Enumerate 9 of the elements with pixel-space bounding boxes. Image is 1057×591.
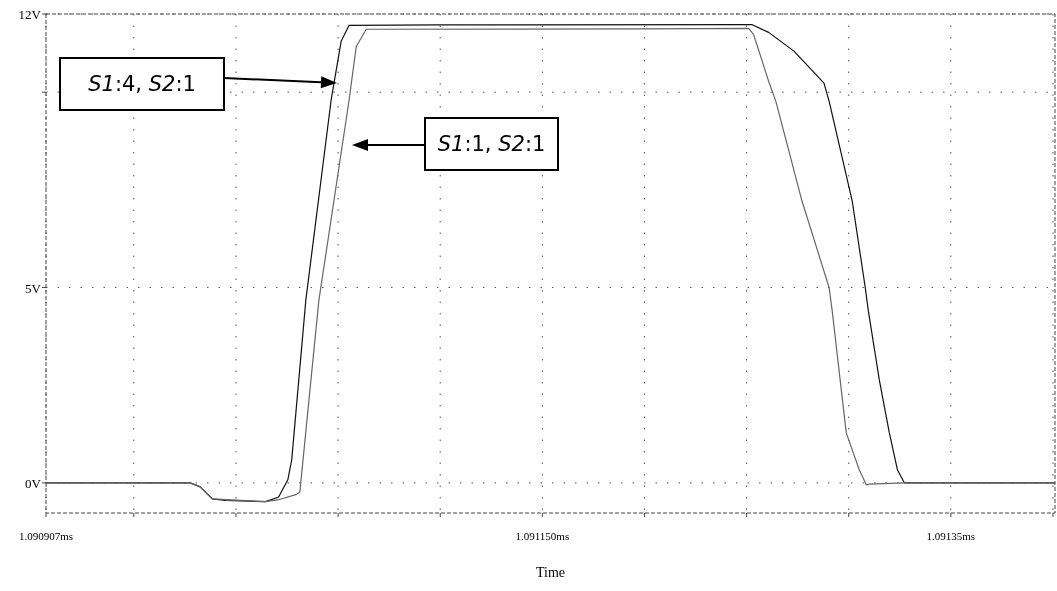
x-tick-label: 1.09135ms bbox=[926, 530, 976, 542]
y-tick-label: 5V bbox=[25, 280, 42, 296]
annotation: S1:1, S2:1 bbox=[437, 132, 546, 156]
y-tick-label: 12V bbox=[18, 7, 42, 22]
x-tick-label: 1.091150ms bbox=[515, 530, 570, 542]
y-tick-label: 0V bbox=[25, 475, 42, 491]
annotation: S1:4, S2:1 bbox=[88, 72, 196, 96]
x-tick-label: 1.090907ms bbox=[18, 530, 74, 542]
x-axis-title: Time bbox=[535, 565, 566, 580]
